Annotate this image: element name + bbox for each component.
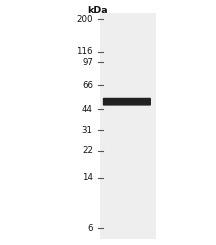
Text: 14: 14 xyxy=(82,173,93,182)
Text: 66: 66 xyxy=(82,81,93,90)
Text: 22: 22 xyxy=(82,146,93,155)
Text: 6: 6 xyxy=(87,223,93,233)
Text: 44: 44 xyxy=(82,105,93,114)
Text: 31: 31 xyxy=(82,126,93,135)
Text: kDa: kDa xyxy=(87,6,108,15)
Bar xyxy=(100,13,156,239)
Text: 97: 97 xyxy=(82,58,93,67)
FancyBboxPatch shape xyxy=(103,98,151,106)
Text: 200: 200 xyxy=(76,15,93,24)
Text: 116: 116 xyxy=(76,47,93,56)
